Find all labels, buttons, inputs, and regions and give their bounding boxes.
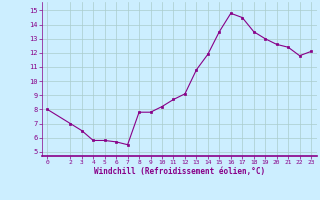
X-axis label: Windchill (Refroidissement éolien,°C): Windchill (Refroidissement éolien,°C) <box>94 167 265 176</box>
